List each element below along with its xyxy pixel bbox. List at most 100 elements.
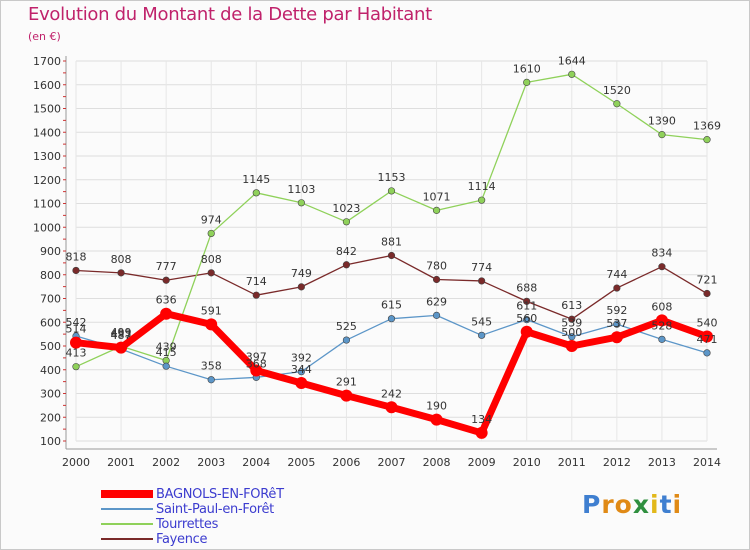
data-point [295,377,308,390]
data-point [207,269,215,277]
y-tick-label: 1700 [33,55,61,68]
data-label: 134 [471,413,492,426]
data-label: 500 [561,326,582,339]
data-point [432,275,441,284]
data-point [610,331,623,344]
data-label: 688 [516,281,537,294]
y-tick-label: 700 [40,293,61,306]
data-label: 636 [156,294,177,307]
data-label: 1114 [468,180,496,193]
data-point [701,330,713,343]
proxiti-logo: Proxiti [582,490,682,519]
data-point [523,297,531,305]
data-point [70,336,82,349]
y-tick-label: 300 [40,388,61,401]
legend-item: Saint-Paul-en-Forêt [101,502,274,517]
data-point [207,229,215,238]
data-label: 780 [426,260,447,273]
data-label: 613 [561,299,582,312]
logo-letter: i [650,490,660,519]
data-label: 291 [336,376,357,389]
x-tick-label: 2013 [648,456,676,469]
data-label: 368 [246,357,267,370]
data-label: 808 [111,253,132,266]
y-tick-label: 600 [40,316,61,329]
x-tick-label: 2003 [197,456,225,469]
data-label: 344 [291,363,312,376]
data-label: 1369 [693,120,721,133]
data-label: 1644 [558,54,586,67]
data-label: 528 [651,319,672,332]
data-label: 777 [156,260,177,273]
data-label: 774 [471,261,492,274]
data-label: 542 [66,316,87,329]
data-point [523,78,531,86]
legend-item: Fayence [101,532,208,547]
data-point [252,189,260,197]
data-label: 499 [111,326,132,339]
data-point [160,307,173,320]
data-point [387,315,396,323]
data-label: 1071 [423,190,451,203]
logo-letter: i [672,490,683,519]
data-point [72,266,80,275]
data-label: 514 [66,323,87,336]
data-label: 1103 [287,183,315,196]
data-point [432,206,441,214]
data-point [342,218,351,226]
data-point [297,199,305,207]
y-tick-label: 1400 [33,126,61,139]
data-point [523,316,531,324]
data-label: 487 [111,329,132,342]
x-tick-label: 2005 [287,456,315,469]
data-point [342,261,351,269]
data-point [478,277,486,285]
data-point [613,284,621,292]
data-label: 397 [246,350,267,363]
data-label: 392 [291,352,312,365]
x-tick-label: 2004 [242,456,270,469]
y-tick-label: 1000 [33,221,61,234]
data-label: 525 [336,320,357,333]
x-tick-label: 2002 [152,456,180,469]
legend-item: BAGNOLS-EN-FORêT [101,486,284,502]
data-point [72,363,80,371]
data-label: 540 [697,317,718,330]
x-tick-label: 2014 [693,456,721,469]
x-tick-label: 2011 [558,456,586,469]
data-point [565,340,578,352]
data-point [162,276,170,284]
data-point [342,336,351,344]
data-label: 749 [291,267,312,280]
data-label: 808 [201,253,222,266]
y-tick-label: 1600 [33,79,61,92]
x-tick-label: 2008 [423,456,451,469]
data-label: 842 [336,245,357,258]
data-label: 591 [201,304,222,317]
chart-title: Evolution du Montant de la Dette par Hab… [28,4,432,25]
data-point [658,263,666,271]
data-label: 611 [516,300,537,313]
data-label: 439 [156,340,177,353]
x-tick-label: 2010 [513,456,541,469]
legend-label: BAGNOLS-EN-FORêT [156,486,284,502]
data-point [162,362,170,370]
logo-letter: r [601,490,615,519]
data-point [655,314,668,327]
y-tick-label: 1200 [33,174,61,187]
data-point [703,136,711,144]
data-point [475,426,488,439]
data-label: 1390 [648,115,676,128]
data-label: 974 [201,213,222,226]
data-label: 834 [651,247,672,260]
data-label: 881 [381,236,402,249]
x-tick-label: 2007 [378,456,406,469]
y-tick-label: 1300 [33,150,61,163]
data-label: 1520 [603,84,631,97]
x-tick-label: 2000 [62,456,90,469]
data-label: 592 [606,304,627,317]
data-label: 190 [426,400,447,413]
logo-letter: t [659,490,673,519]
